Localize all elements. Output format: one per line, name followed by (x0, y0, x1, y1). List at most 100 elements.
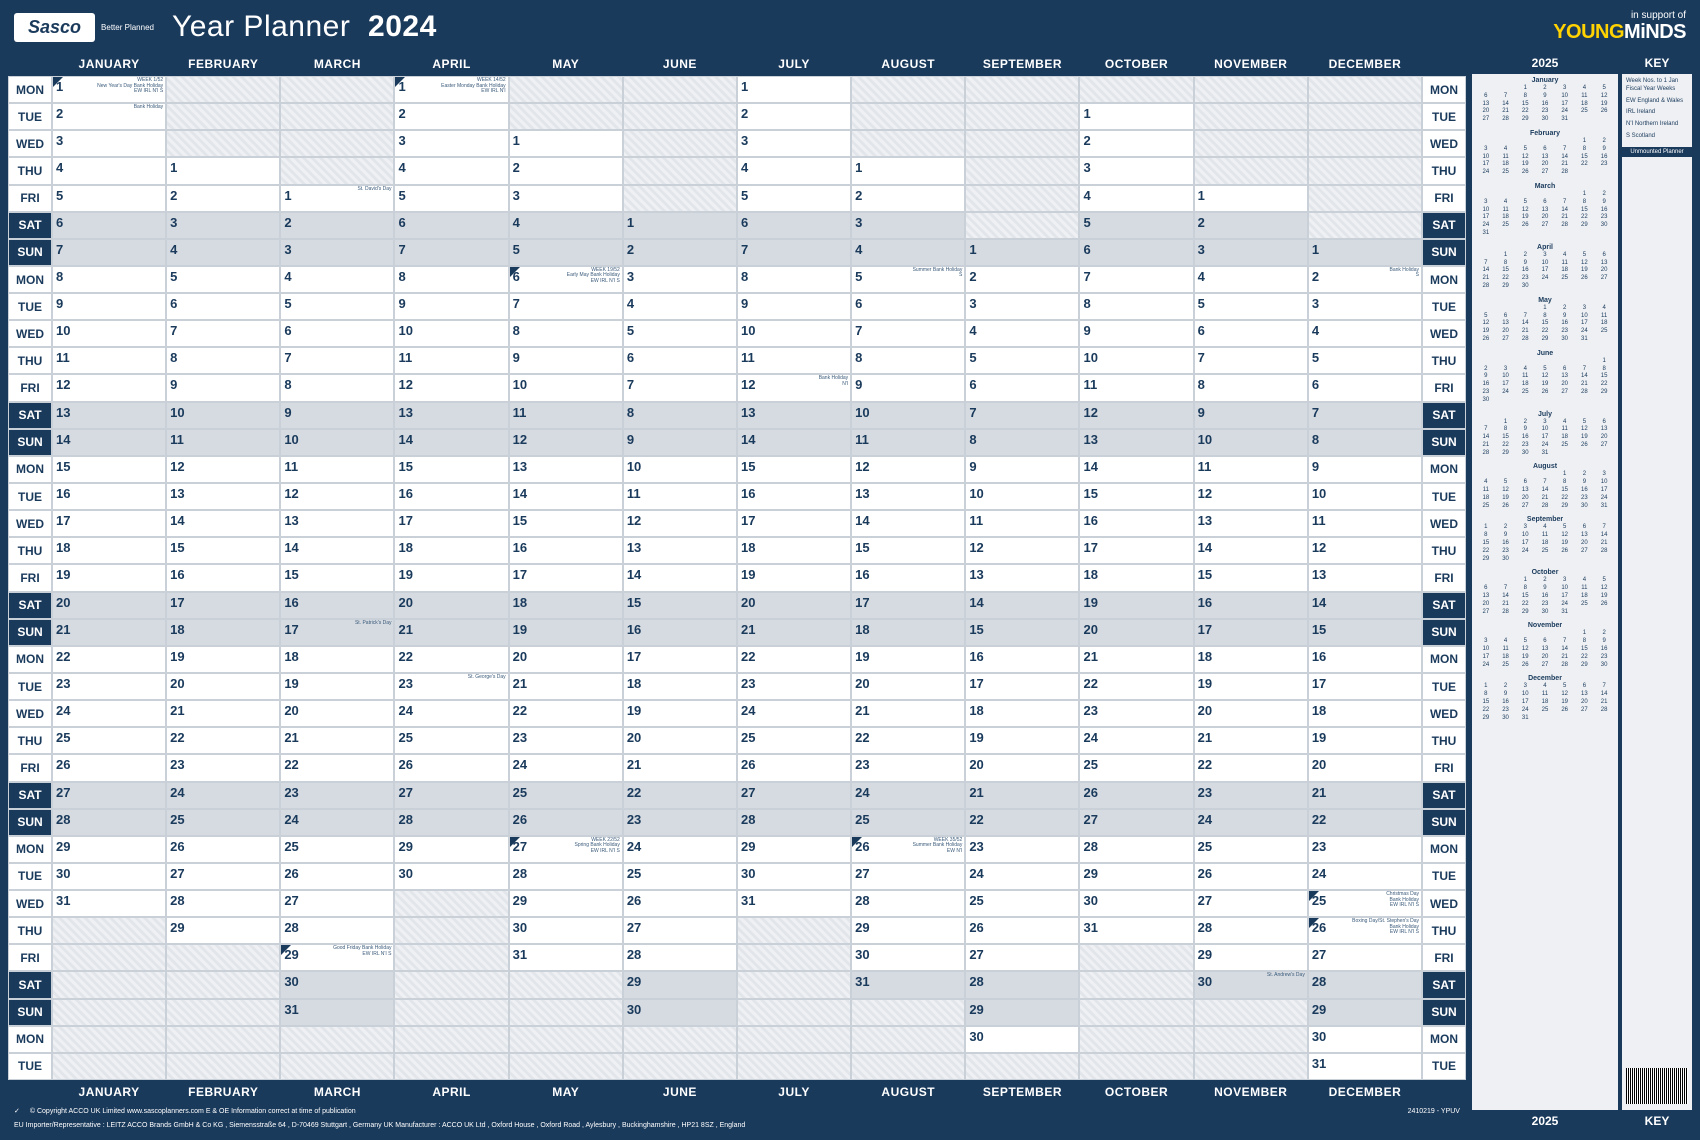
empty-cell (1079, 1053, 1193, 1080)
dow-label-right: FRI (1422, 754, 1466, 781)
day-cell: 30 (965, 1026, 1079, 1053)
empty-cell (737, 944, 851, 971)
day-cell: 28 (737, 809, 851, 836)
barcode (1626, 1068, 1688, 1104)
empty-cell (509, 1053, 623, 1080)
empty-cell (52, 971, 166, 998)
header: Sasco Better Planned Year Planner 2024 i… (8, 8, 1692, 52)
day-cell: 2 (509, 157, 623, 184)
key-item: S Scotland (1626, 133, 1688, 141)
dow-label-right: SAT (1422, 402, 1466, 429)
dow-label-right: WED (1422, 510, 1466, 537)
day-cell: 26 (623, 890, 737, 917)
day-cell: 6 (1194, 320, 1308, 347)
day-cell: 6 (394, 212, 508, 239)
day-cell: 25 (623, 863, 737, 890)
day-cell: 24 (52, 700, 166, 727)
day-cell: 4 (52, 157, 166, 184)
mini-calendar: August1234567891011121314151617181920212… (1472, 460, 1618, 513)
day-cell: 5 (280, 293, 394, 320)
day-cell: 10 (1308, 483, 1422, 510)
dow-label-left: TUE (8, 863, 52, 890)
dow-label-left: TUE (8, 1053, 52, 1080)
day-cell: 18 (1194, 646, 1308, 673)
day-cell: 7 (1079, 266, 1193, 293)
day-cell: 20 (280, 700, 394, 727)
empty-cell (737, 917, 851, 944)
month-header: APRIL (394, 52, 508, 76)
day-cell: 27 (394, 782, 508, 809)
day-cell: 8 (851, 347, 965, 374)
day-cell: 22 (1079, 673, 1193, 700)
empty-cell (280, 130, 394, 157)
day-cell: 3 (280, 239, 394, 266)
day-cell: 29 (623, 971, 737, 998)
empty-cell (965, 103, 1079, 130)
dow-label-left: FRI (8, 564, 52, 591)
mini-calendar-column: 2025 January1234567891011121314151617181… (1472, 52, 1618, 1132)
empty-cell (166, 999, 280, 1026)
dow-label-left: THU (8, 537, 52, 564)
dow-label-left: SUN (8, 619, 52, 646)
day-cell: 10 (965, 483, 1079, 510)
day-cell: 9 (851, 374, 965, 401)
day-cell: 21 (280, 727, 394, 754)
day-cell: 18 (737, 537, 851, 564)
dow-label-right: SUN (1422, 429, 1466, 456)
month-footer: AUGUST (851, 1080, 965, 1104)
dow-label-left: SUN (8, 809, 52, 836)
day-cell: 28 (52, 809, 166, 836)
footer-strip: ✓© Copyright ACCO UK Limited www.sascopl… (8, 1104, 1466, 1118)
dow-label-left: TUE (8, 103, 52, 130)
day-cell: 31 (1079, 917, 1193, 944)
empty-cell (509, 103, 623, 130)
day-cell: 30 (280, 971, 394, 998)
day-cell: 20 (52, 592, 166, 619)
dow-label-left: MON (8, 266, 52, 293)
day-cell: 6 (280, 320, 394, 347)
day-cell: 15 (851, 537, 965, 564)
day-cell: 22 (623, 782, 737, 809)
day-cell: 7 (851, 320, 965, 347)
day-cell: 17St. Patrick's Day (280, 619, 394, 646)
day-cell: 23 (737, 673, 851, 700)
dow-label-right: MON (1422, 76, 1466, 103)
empty-cell (737, 971, 851, 998)
day-cell: 15 (737, 456, 851, 483)
day-cell: 25 (1079, 754, 1193, 781)
empty-cell (509, 76, 623, 103)
day-cell: 8 (965, 429, 1079, 456)
day-cell: 20 (851, 673, 965, 700)
empty-cell (394, 971, 508, 998)
day-cell: 9 (52, 293, 166, 320)
day-cell: 28 (623, 944, 737, 971)
day-cell: 1 (623, 212, 737, 239)
month-header: JULY (737, 52, 851, 76)
day-cell: 26Boxing Day/St. Stephen's DayBank Holid… (1308, 917, 1422, 944)
body: JANUARYFEBRUARYMARCHAPRILMAYJUNEJULYAUGU… (8, 52, 1692, 1132)
day-cell: 22 (509, 700, 623, 727)
empty-cell (965, 185, 1079, 212)
month-header: OCTOBER (1079, 52, 1193, 76)
dow-label-left: SAT (8, 782, 52, 809)
day-cell: 21 (509, 673, 623, 700)
corner (1422, 1080, 1466, 1104)
day-cell: 8 (737, 266, 851, 293)
day-cell: 8 (1079, 293, 1193, 320)
day-cell: 12 (509, 429, 623, 456)
day-cell: 14 (851, 510, 965, 537)
day-cell: 1 (851, 157, 965, 184)
day-cell: 8 (166, 347, 280, 374)
day-cell: 9 (965, 456, 1079, 483)
day-cell: 28 (1079, 836, 1193, 863)
day-cell: 9 (1308, 456, 1422, 483)
day-cell: 4 (394, 157, 508, 184)
day-cell: 14 (509, 483, 623, 510)
month-footer: JULY (737, 1080, 851, 1104)
day-cell: 3 (52, 130, 166, 157)
dow-label-left: SAT (8, 592, 52, 619)
empty-cell (1308, 185, 1422, 212)
day-cell: 21 (1194, 727, 1308, 754)
day-cell: 1 (1079, 103, 1193, 130)
dow-label-right: SUN (1422, 619, 1466, 646)
